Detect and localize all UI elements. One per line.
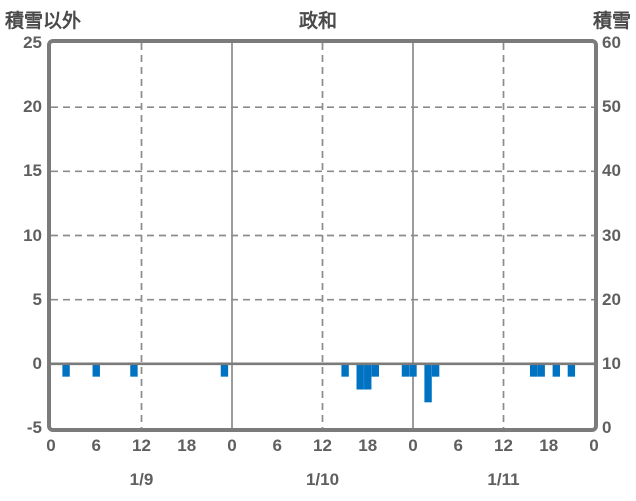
left-axis-tick-25: 25	[23, 33, 42, 52]
x-axis-tick-h54: 6	[453, 436, 463, 455]
x-axis-tick-h42: 18	[358, 436, 378, 455]
right-axis-tick-50: 50	[602, 97, 621, 117]
x-axis-tick-h24: 0	[227, 436, 237, 455]
x-axis-tick-h12: 12	[132, 436, 151, 455]
bar-1/11-h21	[567, 363, 576, 377]
left-axis-tick-10: 10	[23, 225, 42, 245]
x-axis-tick-h30: 6	[272, 436, 282, 455]
bar-1/9-h11	[130, 363, 138, 377]
bar-1/9-h23	[220, 363, 229, 377]
bar-1/11-h2	[424, 363, 432, 403]
right-axis-tick-0: 0	[602, 418, 612, 437]
bar-1/10-h23	[401, 363, 410, 377]
bar-1/9-h6	[92, 363, 100, 377]
x-axis-tick-h36: 12	[313, 436, 332, 455]
x-axis-tick-h72: 0	[589, 436, 599, 455]
left-axis-tick--5: -5	[26, 418, 42, 437]
bar-1/10-h17	[356, 363, 364, 390]
right-axis-tick-60: 60	[602, 33, 621, 52]
left-axis-tick-20: 20	[23, 97, 42, 117]
chart-title: 政和	[298, 11, 337, 32]
left-axis-tick-15: 15	[23, 161, 42, 181]
bar-1/9-h2	[62, 363, 70, 377]
bar-1/11-h16	[529, 363, 538, 377]
x-axis-tick-h0: 0	[46, 436, 56, 455]
bar-1/11-h17	[537, 363, 545, 377]
x-axis-tick-h60: 12	[494, 436, 513, 455]
x-axis-tick-h66: 18	[539, 436, 559, 455]
x-axis-tick-h48: 0	[408, 436, 418, 455]
left-axis-title: 積雪以外	[5, 11, 82, 32]
right-axis-tick-40: 40	[602, 161, 621, 181]
right-axis-title: 積雪	[592, 11, 631, 32]
right-axis-tick-20: 20	[602, 289, 621, 309]
x-axis-tick-h18: 18	[177, 436, 197, 455]
bar-1/10-h18	[364, 363, 372, 390]
bar-1/10-h19	[371, 363, 379, 377]
bar-chart-canvas	[51, 43, 594, 428]
x-axis-tick-h6: 6	[91, 436, 101, 455]
day-label-1-9: 1/9	[129, 470, 154, 489]
day-label-1-11: 1/11	[487, 470, 520, 489]
bar-1/11-h3	[431, 363, 440, 377]
left-axis-tick-5: 5	[32, 289, 42, 309]
bar-1/11-h19	[552, 363, 560, 377]
plot-area	[47, 39, 598, 432]
right-axis-tick-30: 30	[602, 225, 621, 245]
day-label-1-10: 1/10	[305, 470, 340, 489]
bar-1/11-h0	[409, 363, 417, 377]
right-axis-tick-10: 10	[602, 353, 621, 373]
left-axis-tick-0: 0	[32, 353, 42, 373]
bar-1/10-h15	[341, 363, 349, 377]
